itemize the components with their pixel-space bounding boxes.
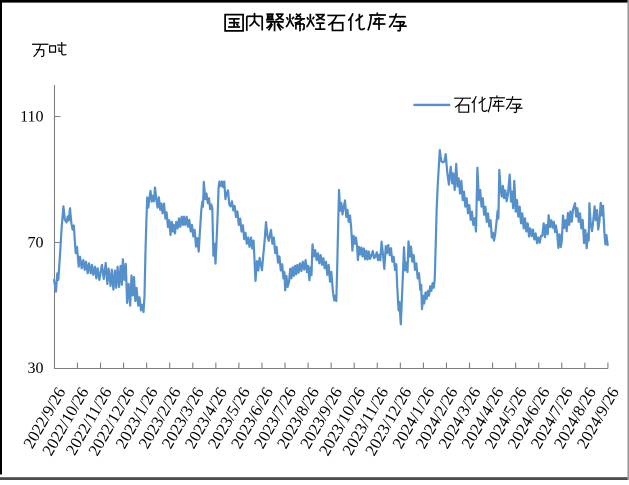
svg-text:110: 110: [20, 109, 43, 126]
svg-text:30: 30: [28, 360, 44, 377]
svg-text:70: 70: [28, 234, 44, 251]
